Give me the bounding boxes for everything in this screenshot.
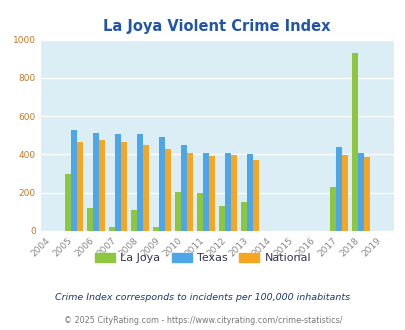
Bar [341,155,347,231]
Legend: La Joya, Texas, National: La Joya, Texas, National [90,248,315,268]
Bar [109,227,115,231]
Bar [87,208,93,231]
Bar [70,130,77,231]
Bar [93,133,98,231]
Bar [98,140,104,231]
Bar [219,206,225,231]
Bar [202,153,209,231]
Bar [231,155,237,231]
Bar [351,53,357,231]
Bar [241,202,247,231]
Bar [363,157,369,231]
Bar [175,192,181,231]
Text: Crime Index corresponds to incidents per 100,000 inhabitants: Crime Index corresponds to incidents per… [55,292,350,302]
Text: © 2025 CityRating.com - https://www.cityrating.com/crime-statistics/: © 2025 CityRating.com - https://www.city… [64,315,341,325]
Bar [77,142,83,231]
Bar [153,227,159,231]
Bar [187,153,192,231]
Bar [131,210,136,231]
Bar [115,134,121,231]
Bar [357,152,363,231]
Bar [136,134,143,231]
Bar [181,145,187,231]
Bar [164,149,171,231]
Bar [253,160,259,231]
Bar [65,174,70,231]
Bar [225,153,231,231]
Bar [121,142,126,231]
Bar [143,145,149,231]
Bar [209,156,215,231]
Bar [197,193,202,231]
Bar [335,147,341,231]
Bar [159,137,164,231]
Bar [329,187,335,231]
Bar [247,154,253,231]
Title: La Joya Violent Crime Index: La Joya Violent Crime Index [103,19,330,34]
